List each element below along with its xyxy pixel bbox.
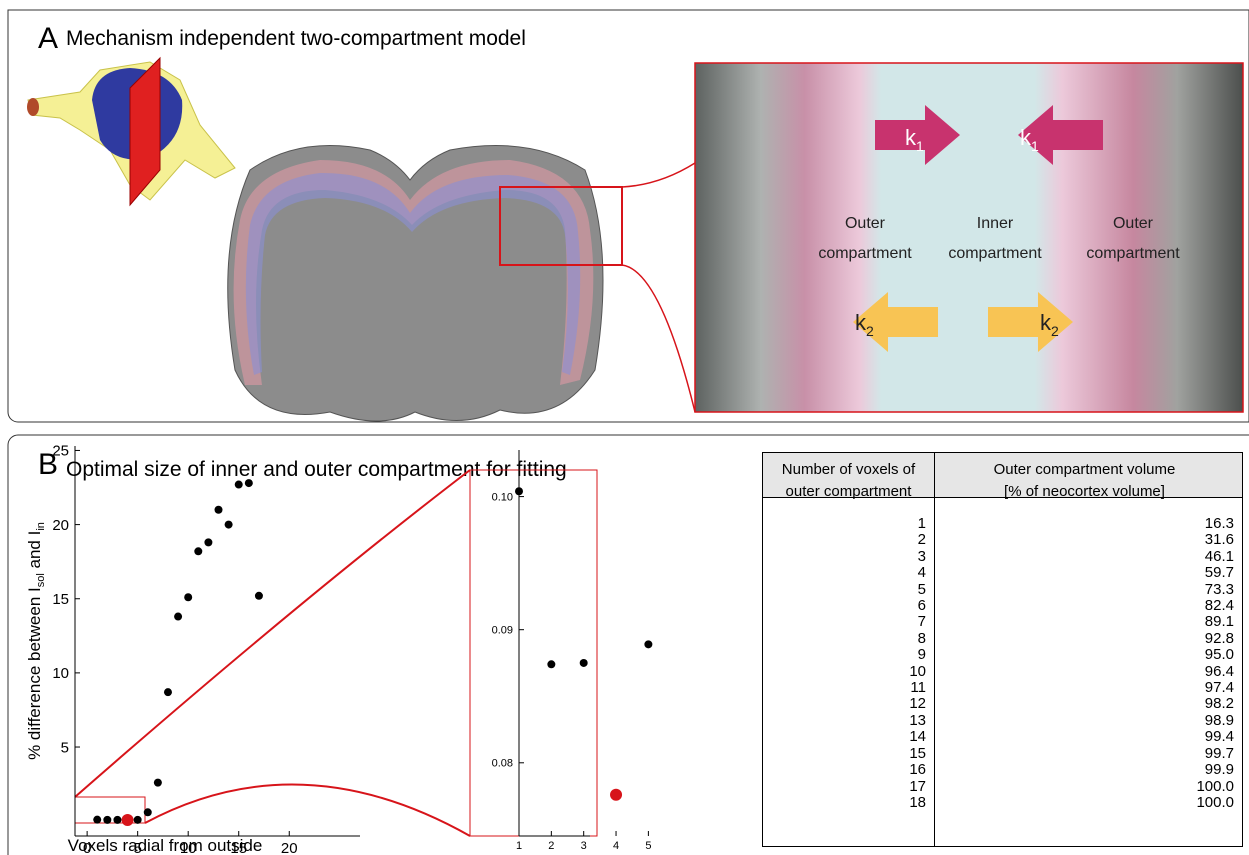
cell: 5 [763,582,926,598]
x-tick-label: 2 [548,840,554,852]
cell: 31.6 [935,532,1234,548]
point [164,688,172,696]
cell: 100.0 [935,779,1234,795]
sub: 2 [866,323,874,339]
point [235,481,243,489]
point [154,779,162,787]
y-tick-label: 15 [52,591,69,608]
cell: 6 [763,598,926,614]
cell: 73.3 [935,582,1234,598]
label: Outer [1113,215,1154,232]
x-tick-label: 5 [645,840,651,852]
point [113,816,121,824]
cell: 59.7 [935,565,1234,581]
y-axis-label: % difference between Isol and Iin [25,522,47,760]
point [215,506,223,514]
cell: Outer compartment volume [935,457,1234,479]
y-tick-label: 25 [52,443,69,460]
cell: 97.4 [935,680,1234,696]
point [122,814,134,826]
panel-letter: A [38,22,58,55]
cell: 95.0 [935,647,1234,663]
cell: Number of voxels of [763,457,934,479]
point [174,613,182,621]
cell: 15 [763,746,926,762]
point [225,521,233,529]
point [515,487,523,495]
y-tick-label: 20 [52,517,69,534]
label: compartment [1086,245,1180,262]
cell: 8 [763,631,926,647]
cell: 3 [763,549,926,565]
cell: 10 [763,664,926,680]
cell: 1 [763,516,926,532]
point [255,592,263,600]
cell: 99.4 [935,729,1234,745]
label-part: % difference between I [25,587,44,760]
cell: 89.1 [935,614,1234,630]
x-axis-label: Voxels radial from outside [68,836,263,855]
cell: 82.4 [935,598,1234,614]
y-tick-label: 0.08 [492,758,513,770]
x-tick-label: 20 [281,840,298,855]
sub: 2 [1051,323,1059,339]
label: Inner [977,215,1014,232]
cell: 16 [763,762,926,778]
cell: 4 [763,565,926,581]
cell: 14 [763,729,926,745]
point [144,808,152,816]
point [184,593,192,601]
cell: 2 [763,532,926,548]
cell: 13 [763,713,926,729]
point [204,538,212,546]
cell: 18 [763,795,926,811]
zoom-connector [75,470,470,836]
cell: 11 [763,680,926,696]
point [93,816,101,824]
cell: 17 [763,779,926,795]
point [580,659,588,667]
y-tick-label: 0.09 [492,625,513,637]
y-tick-label: 10 [52,665,69,682]
x-tick-label: 1 [516,840,522,852]
inset-frame [470,470,597,836]
page: A Mechanism independent two-compartment … [0,0,1249,855]
point [245,479,253,487]
label: compartment [948,245,1042,262]
y-tick-label: 0.10 [492,491,513,503]
cell: 98.9 [935,713,1234,729]
label-part: and I [25,531,44,574]
cell: 99.9 [935,762,1234,778]
brain-3d-icon [27,58,235,205]
zoom-schematic [695,63,1243,412]
x-tick-label: 4 [613,840,619,852]
brain-slice [228,146,695,422]
point [610,789,622,801]
label-part: in [35,522,47,531]
y-tick-label: 5 [61,739,69,756]
cell: 98.2 [935,696,1234,712]
cell: 7 [763,614,926,630]
cell: 16.3 [935,516,1234,532]
cell: 96.4 [935,664,1234,680]
point [644,640,652,648]
cell: 92.8 [935,631,1234,647]
label: compartment [818,245,912,262]
cell: 100.0 [935,795,1234,811]
cell: 46.1 [935,549,1234,565]
panel-title: Mechanism independent two-compartment mo… [66,27,526,50]
sub: 1 [1031,138,1039,154]
point [134,816,142,824]
cell: 12 [763,696,926,712]
point [194,547,202,555]
cell: 9 [763,647,926,663]
cell: 99.7 [935,746,1234,762]
label: Outer [845,215,886,232]
label-part: sol [35,573,47,587]
sub: 1 [916,138,924,154]
x-tick-label: 3 [581,840,587,852]
point [103,816,111,824]
point [547,660,555,668]
